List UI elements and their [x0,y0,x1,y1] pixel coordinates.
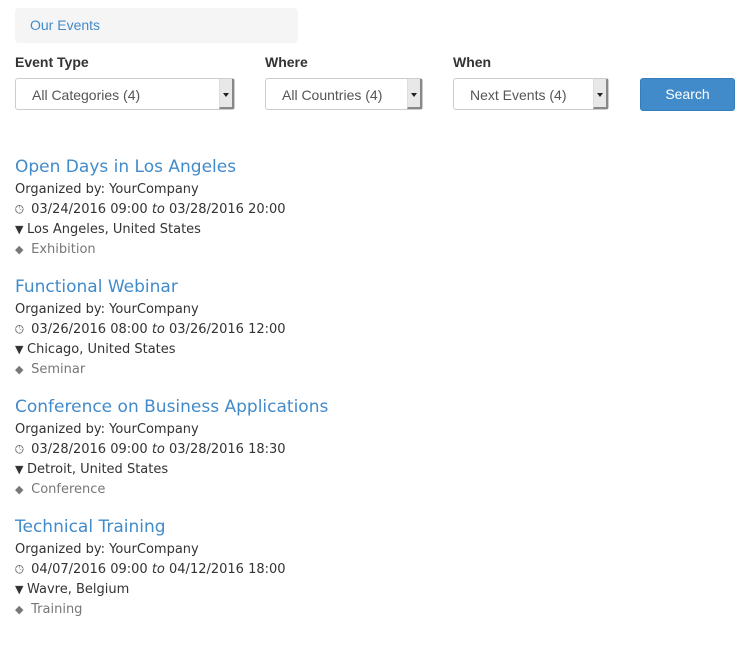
search-button[interactable]: Search [640,78,735,111]
clock-icon: 🕒︎ [15,203,24,216]
event-type-select[interactable]: All Categories (4) [15,78,235,110]
date-connector: to [151,322,165,337]
event-tag: ◆ Exhibition [15,240,286,260]
event-location-text: Los Angeles, United States [27,222,201,237]
event-tag: ◆ Conference [15,480,328,500]
tag-icon: ◆ [15,243,24,256]
where-select[interactable]: All Countries (4) [265,78,423,110]
date-connector: to [151,202,165,217]
when-select[interactable]: Next Events (4) [453,78,609,110]
event-end: 03/28/2016 18:30 [169,442,286,457]
event-location-text: Wavre, Belgium [27,582,130,597]
dropdown-arrow-icon [407,79,422,109]
event-item: Functional Webinar Organized by: YourCom… [15,276,286,380]
event-dates: 🕒︎ 04/07/2016 09:00 to 04/12/2016 18:00 [15,560,286,580]
when-value: Next Events (4) [470,87,567,103]
map-marker-icon: ▼ [15,583,24,596]
event-start: 04/07/2016 09:00 [31,562,148,577]
date-connector: to [151,562,165,577]
event-dates: 🕒︎ 03/28/2016 09:00 to 03/28/2016 18:30 [15,440,328,460]
event-organizer: Organized by: YourCompany [15,182,199,197]
breadcrumb: Our Events [15,8,298,43]
breadcrumb-our-events[interactable]: Our Events [30,17,101,33]
event-title-link[interactable]: Open Days in Los Angeles [15,157,237,177]
event-end: 03/28/2016 20:00 [169,202,286,217]
event-location-text: Detroit, United States [27,462,169,477]
date-connector: to [151,442,165,457]
event-type-value: All Categories (4) [32,87,141,103]
clock-icon: 🕒︎ [15,563,24,576]
event-location: ▼ Detroit, United States [15,460,328,480]
event-title-link[interactable]: Functional Webinar [15,277,178,297]
event-item: Conference on Business Applications Orga… [15,396,328,500]
event-type-label: Event Type [15,54,89,70]
event-dates: 🕒︎ 03/26/2016 08:00 to 03/26/2016 12:00 [15,320,286,340]
map-marker-icon: ▼ [15,223,24,236]
event-item: Open Days in Los Angeles Organized by: Y… [15,156,286,260]
map-marker-icon: ▼ [15,343,24,356]
event-title-link[interactable]: Technical Training [15,517,166,537]
tag-icon: ◆ [15,363,24,376]
event-tag: ◆ Training [15,600,286,620]
event-tag-text[interactable]: Training [31,602,83,617]
event-tag-text[interactable]: Exhibition [31,242,96,257]
tag-icon: ◆ [15,603,24,616]
event-organizer: Organized by: YourCompany [15,422,199,437]
event-organizer: Organized by: YourCompany [15,302,199,317]
event-end: 04/12/2016 18:00 [169,562,286,577]
dropdown-arrow-icon [219,79,234,109]
event-tag-text[interactable]: Seminar [31,362,86,377]
event-location: ▼ Chicago, United States [15,340,286,360]
event-start: 03/24/2016 09:00 [31,202,148,217]
event-location: ▼ Los Angeles, United States [15,220,286,240]
event-start: 03/28/2016 09:00 [31,442,148,457]
event-location: ▼ Wavre, Belgium [15,580,286,600]
event-location-text: Chicago, United States [27,342,176,357]
event-organizer: Organized by: YourCompany [15,542,199,557]
tag-icon: ◆ [15,483,24,496]
where-value: All Countries (4) [282,87,383,103]
event-end: 03/26/2016 12:00 [169,322,286,337]
clock-icon: 🕒︎ [15,443,24,456]
where-label: Where [265,54,308,70]
map-marker-icon: ▼ [15,463,24,476]
event-item: Technical Training Organized by: YourCom… [15,516,286,620]
event-tag: ◆ Seminar [15,360,286,380]
event-tag-text[interactable]: Conference [31,482,106,497]
event-title-link[interactable]: Conference on Business Applications [15,397,329,417]
when-label: When [453,54,492,70]
dropdown-arrow-icon [593,79,608,109]
event-start: 03/26/2016 08:00 [31,322,148,337]
clock-icon: 🕒︎ [15,323,24,336]
event-dates: 🕒︎ 03/24/2016 09:00 to 03/28/2016 20:00 [15,200,286,220]
